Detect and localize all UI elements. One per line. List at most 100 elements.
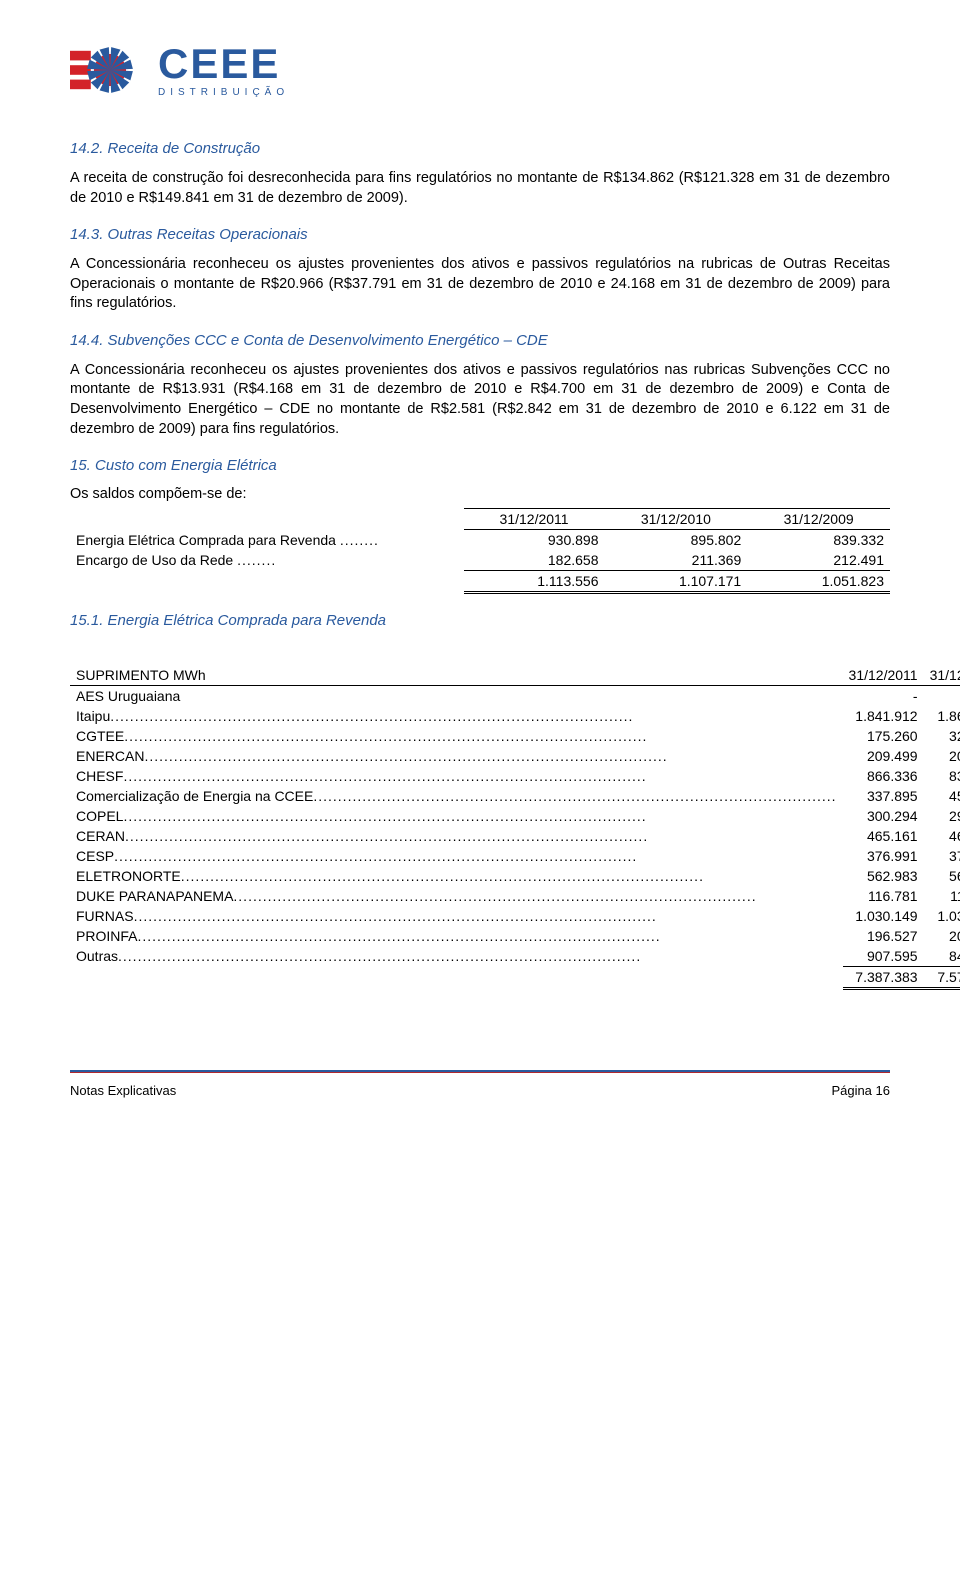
cell-value: 465.161 [843,826,924,846]
row-label: PROINFA [70,926,843,946]
total-value: 1.113.556 [464,571,605,593]
total-value: 7.387.383 [843,967,924,989]
cell-value: 1.867.455 [924,706,960,726]
row-label: DUKE PARANAPANEMA [70,886,843,906]
cell-value: 866.336 [843,766,924,786]
cell-value: 1.030.149 [843,906,924,926]
section-title-15-1: 15.1. Energia Elétrica Comprada para Rev… [70,612,890,629]
table-row: Encargo de Uso da Rede 182.658211.369212… [70,550,890,571]
cell-value: 201.564 [924,926,960,946]
cell-value: 290.182 [924,806,960,826]
col-header: 31/12/2009 [747,509,890,530]
total-value: 1.107.171 [605,571,748,593]
cell-value: 1.841.912 [843,706,924,726]
row-label: Encargo de Uso da Rede [70,550,464,571]
cell-value: 562.983 [843,866,924,886]
col-header: 31/12/2011 [843,665,924,686]
footer-left: Notas Explicativas [70,1083,176,1098]
footer-divider [70,1070,890,1073]
cell-value: 209.499 [843,746,924,766]
cell-value: 1.030.542 [924,906,960,926]
row-label: Energia Elétrica Comprada para Revenda [70,530,464,551]
cell-value: 300.294 [843,806,924,826]
brand-name: CEEE [158,43,289,85]
cell-value: 116.781 [924,886,960,906]
table-header-row: SUPRIMENTO MWh 31/12/2011 31/12/2010 31/… [70,665,960,686]
row-label: ENERCAN [70,746,843,766]
row-label: CHESF [70,766,843,786]
section-title-14-2: 14.2. Receita de Construção [70,140,890,157]
table-row: CERAN465.161465.161454.644 [70,826,960,846]
table-custo-energia: 31/12/2011 31/12/2010 31/12/2009 Energia… [70,508,890,594]
cell-value: 847.220 [924,946,960,967]
cell-value: 465.161 [924,826,960,846]
table-row: DUKE PARANAPANEMA116.781116.781116.781 [70,886,960,906]
section-title-14-4: 14.4. Subvenções CCC e Conta de Desenvol… [70,332,890,349]
cell-value: 562.532 [924,866,960,886]
row-label: CESP [70,846,843,866]
cell-value: - [924,686,960,707]
total-value: 1.051.823 [747,571,890,593]
row-label: Comercialização de Energia na CCEE [70,786,843,806]
table-title: SUPRIMENTO MWh [70,665,843,686]
table-row: ELETRONORTE562.983562.532364.777 [70,866,960,886]
cell-value: 196.527 [843,926,924,946]
section-body-14-2: A receita de construção foi desreconheci… [70,169,890,208]
row-label: FURNAS [70,906,843,926]
footer: Notas Explicativas Página 16 [70,1083,890,1098]
table-row: Itaipu1.841.9121.867.4551.968.354 [70,706,960,726]
table-row: Energia Elétrica Comprada para Revenda 9… [70,530,890,551]
cell-value: 839.332 [747,530,890,551]
brand-icon [70,30,150,110]
table-row: PROINFA196.527201.564177.783 [70,926,960,946]
cell-value: 211.369 [605,550,748,571]
total-value: 7.579.012 [924,967,960,989]
section-title-15: 15. Custo com Energia Elétrica [70,457,890,474]
cell-value: 182.658 [464,550,605,571]
cell-value: 175.260 [843,726,924,746]
section-title-14-3: 14.3. Outras Receitas Operacionais [70,226,890,243]
cell-value: 376.991 [843,846,924,866]
section-body-14-4: A Concessionária reconheceu os ajustes p… [70,361,890,439]
footer-right: Página 16 [831,1083,890,1098]
cell-value: 451.927 [924,786,960,806]
cell-value: 326.809 [924,726,960,746]
table-row: CESP376.991376.991331.593 [70,846,960,866]
cell-value: 832.163 [924,766,960,786]
cell-value: 116.781 [843,886,924,906]
table-row: Outras907.595847.220890.140 [70,946,960,967]
row-label: ELETRONORTE [70,866,843,886]
col-header: 31/12/2010 [924,665,960,686]
col-header: 31/12/2011 [464,509,605,530]
table-suprimento-mwh: SUPRIMENTO MWh 31/12/2011 31/12/2010 31/… [70,665,960,990]
row-label: COPEL [70,806,843,826]
table-header-row: 31/12/2011 31/12/2010 31/12/2009 [70,509,890,530]
table-row: CGTEE175.260326.809572.857 [70,726,960,746]
section-intro-15: Os saldos compõem-se de: [70,486,890,502]
row-label: AES Uruguaiana [70,686,843,707]
table-total-row: 7.387.3837.579.0128.061.369 [70,967,960,989]
table-row: ENERCAN209.499209.685210.432 [70,746,960,766]
row-label: CGTEE [70,726,843,746]
cell-value: 930.898 [464,530,605,551]
row-label: Outras [70,946,843,966]
table-row: FURNAS1.030.1491.030.542949.355 [70,906,960,926]
cell-value: 209.685 [924,746,960,766]
brand-subtitle: DISTRIBUIÇÃO [158,87,289,98]
table-row: AES Uruguaiana--162.790 [70,686,960,707]
row-label: Itaipu [70,706,843,726]
cell-value: 212.491 [747,550,890,571]
section-body-14-3: A Concessionária reconheceu os ajustes p… [70,255,890,314]
cell-value: 895.802 [605,530,748,551]
cell-value: 376.991 [924,846,960,866]
cell-value: 907.595 [843,946,924,967]
cell-value: - [843,686,924,707]
row-label: CERAN [70,826,843,846]
table-row: CHESF866.336832.163756.685 [70,766,960,786]
table-row: Comercialização de Energia na CCEE337.89… [70,786,960,806]
cell-value: 337.895 [843,786,924,806]
col-header: 31/12/2010 [605,509,748,530]
brand-text: CEEE DISTRIBUIÇÃO [158,43,289,98]
table-total-row: 1.113.5561.107.1711.051.823 [70,571,890,593]
logo: CEEE DISTRIBUIÇÃO [70,30,890,110]
